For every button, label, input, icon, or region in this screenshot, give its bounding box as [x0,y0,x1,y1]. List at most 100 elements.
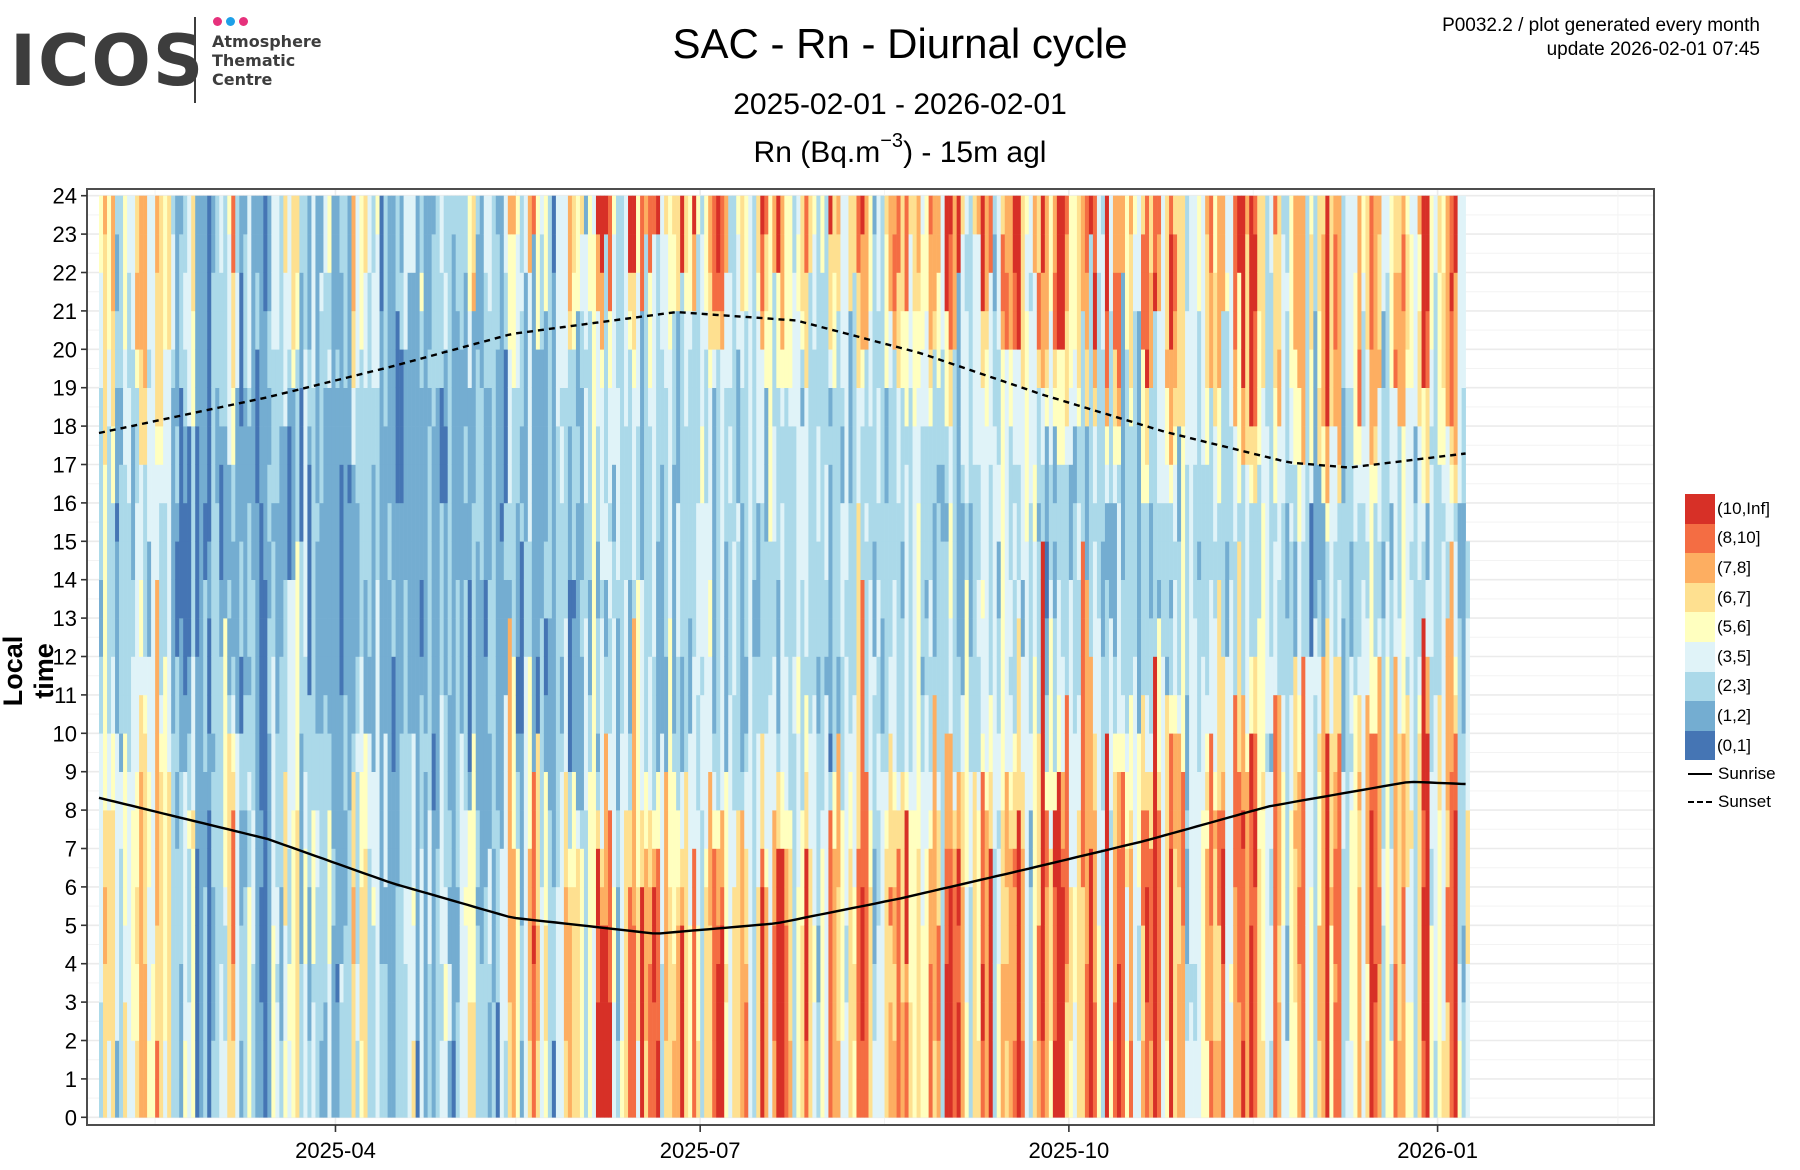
heatmap-cell [579,310,585,350]
heatmap-cell [383,502,388,542]
heatmap-cell [636,195,641,235]
heatmap-cell [491,771,497,811]
heatmap-cell [828,1040,833,1080]
heatmap-cell [808,195,813,235]
heatmap-cell [612,963,617,1003]
heatmap-cell [840,886,845,926]
heatmap-cell [139,310,144,350]
heatmap-cell [479,195,485,235]
heatmap-cell [587,502,593,542]
heatmap-cell [632,810,637,849]
heatmap-cell [151,848,156,888]
heatmap-cell [788,1078,793,1118]
heatmap-cell [704,579,709,619]
heatmap-cell [748,1078,753,1118]
heatmap-cell [419,886,424,926]
heatmap-cell [820,886,825,926]
heatmap-cell [804,195,809,235]
heatmap-cell [511,963,517,1003]
heatmap-cell [768,349,773,388]
heatmap-cell [495,234,501,273]
heatmap-cell [127,886,132,926]
heatmap-cell [327,1040,332,1080]
heatmap-cell [900,886,905,926]
heatmap-cell [351,694,356,734]
heatmap-cell [451,272,457,312]
heatmap-cell [339,502,344,542]
heatmap-cell [395,925,400,964]
heatmap-cell [127,925,132,964]
heatmap-cell [387,464,392,504]
heatmap-cell [744,1040,749,1080]
heatmap-cell [135,234,140,273]
heatmap-cell [271,1040,276,1080]
heatmap-cell [203,810,208,849]
heatmap-cell [443,310,448,350]
heatmap-cell [279,464,284,504]
heatmap-cell [287,848,292,888]
heatmap-cell [720,810,725,849]
heatmap-cell [355,1078,360,1118]
heatmap-cell [495,1040,501,1080]
heatmap-cell [443,426,448,465]
heatmap-cell [876,925,881,964]
heatmap-cell [692,349,697,388]
heatmap-cell [111,464,116,504]
heatmap-cell [215,541,220,580]
heatmap-cell [507,656,513,696]
heatmap-cell [523,848,529,888]
heatmap-cell [511,656,517,696]
heatmap-cell [399,195,404,235]
heatmap-cell [255,426,260,465]
heatmap-cell [263,925,268,964]
heatmap-cell [608,272,613,312]
heatmap-cell [603,1040,609,1080]
heatmap-cell [223,963,228,1003]
heatmap-cell [908,810,913,849]
heatmap-cell [379,963,384,1003]
heatmap-cell [271,848,276,888]
heatmap-cell [559,426,565,465]
heatmap-cell [792,1002,797,1041]
heatmap-cell [816,694,821,734]
heatmap-cell [323,618,328,657]
heatmap-cell [283,349,288,388]
heatmap-cell [375,541,380,580]
heatmap-cell [652,310,657,350]
heatmap-cell [303,349,308,388]
heatmap-cell [812,618,817,657]
heatmap-cell [896,694,901,734]
heatmap-cell [904,272,909,312]
heatmap-cell [868,618,873,657]
heatmap-cell [519,656,525,696]
heatmap-cell [407,426,412,465]
heatmap-cell [832,195,837,235]
heatmap-cell [407,195,412,235]
heatmap-cell [768,925,773,964]
heatmap-cell [704,1040,709,1080]
heatmap-cell [876,272,881,312]
heatmap-cell [612,694,617,734]
heatmap-cell [215,810,220,849]
heatmap-cell [415,694,420,734]
heatmap-cell [756,886,761,926]
heatmap-cell [215,771,220,811]
heatmap-cell [752,771,757,811]
heatmap-cell [155,618,160,657]
heatmap-cell [876,963,881,1003]
heatmap-cell [688,426,693,465]
heatmap-cell [744,579,749,619]
heatmap-cell [247,886,252,926]
heatmap-cell [720,272,725,312]
heatmap-cell [575,1002,581,1041]
heatmap-cell [724,541,729,580]
heatmap-cell [199,925,204,964]
heatmap-cell [712,848,717,888]
heatmap-cell [595,387,601,427]
heatmap-cell [587,1002,593,1041]
heatmap-cell [616,426,621,465]
heatmap-cell [163,579,168,619]
heatmap-cell [507,771,513,811]
heatmap-cell [227,618,232,657]
heatmap-cell [127,464,132,504]
